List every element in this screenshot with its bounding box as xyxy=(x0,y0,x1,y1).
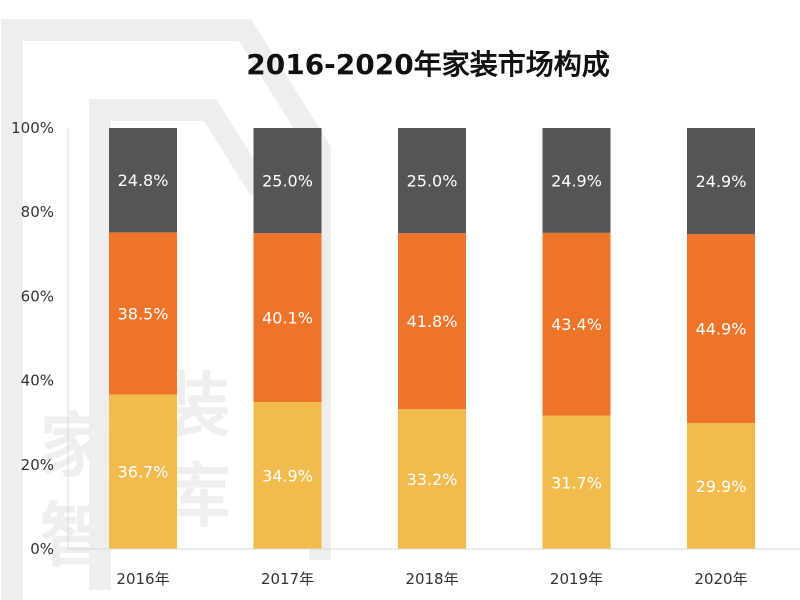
data-label: 34.9% xyxy=(262,467,313,486)
data-label: 29.9% xyxy=(696,477,747,496)
y-tick-label: 100% xyxy=(11,119,54,137)
y-tick-label: 0% xyxy=(30,540,54,558)
x-tick-label: 2018年 xyxy=(405,570,458,588)
data-label: 25.0% xyxy=(262,172,313,191)
bar-segment xyxy=(253,233,322,403)
x-tick-label: 2017年 xyxy=(261,570,314,588)
bar-segment xyxy=(542,128,611,233)
data-label: 43.4% xyxy=(551,315,602,334)
data-label: 24.9% xyxy=(696,172,747,191)
x-tick-label: 2019年 xyxy=(550,570,603,588)
data-label: 33.2% xyxy=(407,470,458,489)
bar-segment xyxy=(542,232,611,416)
x-tick-label: 2020年 xyxy=(694,570,747,588)
bar-segment xyxy=(398,128,466,234)
bars: 36.7% 38.5% 24.8% 34.9% 40.1% 25.0% 33.2% 41.8%… xyxy=(109,128,755,549)
bar-segment xyxy=(253,128,322,234)
data-label: 24.8% xyxy=(118,171,169,190)
watermark-char-bottom: 智 xyxy=(40,495,110,577)
data-label: 44.9% xyxy=(696,320,747,339)
y-tick-label: 40% xyxy=(21,372,54,390)
data-label: 25.0% xyxy=(407,172,458,191)
bar-segment xyxy=(398,409,466,549)
y-tick-label: 80% xyxy=(21,203,54,221)
watermark-inner xyxy=(89,99,270,590)
bar-segment xyxy=(253,402,322,549)
bar-segment xyxy=(109,128,177,233)
bar-segment xyxy=(687,423,755,549)
bar-segment xyxy=(109,394,177,549)
bar-segment xyxy=(109,232,177,395)
x-tick-label: 2016年 xyxy=(116,570,169,588)
y-tick-label: 60% xyxy=(21,287,54,305)
data-label: 36.7% xyxy=(118,463,169,482)
data-label: 41.8% xyxy=(407,312,458,331)
data-label: 31.7% xyxy=(551,473,602,492)
bar-segment xyxy=(542,415,611,549)
data-label: 40.1% xyxy=(262,309,313,328)
y-tick-label: 20% xyxy=(21,456,54,474)
bar-segment xyxy=(398,233,466,410)
data-label: 38.5% xyxy=(118,304,169,323)
y-axis: 0% 20% 40% 60% 80% 100% xyxy=(11,119,69,558)
x-axis: 2016年 2017年 2018年 2019年 2020年 xyxy=(68,548,800,588)
bar-segment xyxy=(687,234,755,424)
chart-title: 2016-2020年家装市场构成 xyxy=(246,48,609,81)
bar-segment xyxy=(687,128,755,235)
watermark-char-top: 家 xyxy=(40,405,110,487)
data-label: 24.9% xyxy=(551,171,602,190)
